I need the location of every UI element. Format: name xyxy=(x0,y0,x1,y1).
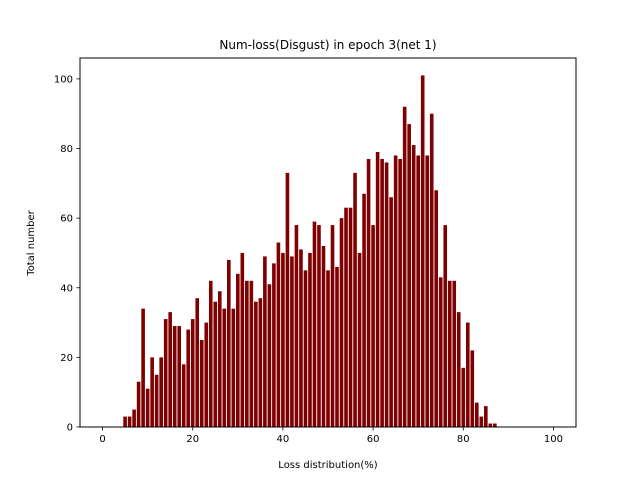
bar-79 xyxy=(457,312,461,427)
bar-52 xyxy=(335,267,339,427)
bar-59 xyxy=(367,159,371,427)
bar-14 xyxy=(164,319,168,427)
bar-5 xyxy=(123,417,127,427)
bar-36 xyxy=(263,256,267,427)
bar-13 xyxy=(159,357,163,427)
bar-73 xyxy=(430,114,434,427)
y-tick-label: 60 xyxy=(60,214,73,225)
bar-46 xyxy=(308,253,312,427)
bar-8 xyxy=(137,382,141,427)
bar-53 xyxy=(340,218,344,427)
bar-39 xyxy=(277,243,281,428)
bar-58 xyxy=(362,194,366,427)
bar-80 xyxy=(461,368,465,427)
bar-47 xyxy=(313,222,317,427)
bar-18 xyxy=(182,364,186,427)
bar-49 xyxy=(322,246,326,427)
bar-24 xyxy=(209,281,213,427)
bar-37 xyxy=(268,284,272,427)
bar-35 xyxy=(259,298,263,427)
bar-44 xyxy=(299,249,303,427)
bar-64 xyxy=(389,197,393,427)
bar-60 xyxy=(371,225,375,427)
bar-38 xyxy=(272,263,276,427)
bar-31 xyxy=(241,253,245,427)
bar-17 xyxy=(177,326,181,427)
bar-61 xyxy=(376,152,380,427)
bar-62 xyxy=(380,159,384,427)
y-tick-label: 100 xyxy=(54,74,73,85)
bar-7 xyxy=(132,410,136,427)
bar-27 xyxy=(222,309,226,427)
bar-28 xyxy=(227,260,231,427)
bar-51 xyxy=(331,225,335,427)
bar-41 xyxy=(286,173,290,427)
bar-29 xyxy=(232,309,236,427)
bar-6 xyxy=(128,417,132,427)
bar-26 xyxy=(218,291,222,427)
bar-71 xyxy=(421,75,425,427)
bar-22 xyxy=(200,340,204,427)
y-tick-label: 20 xyxy=(60,353,73,364)
bar-76 xyxy=(443,225,447,427)
bar-9 xyxy=(141,309,145,427)
bar-63 xyxy=(385,162,389,427)
x-tick-label: 20 xyxy=(186,434,199,445)
bar-77 xyxy=(448,281,452,427)
bar-32 xyxy=(245,281,249,427)
bar-45 xyxy=(304,270,308,427)
bar-75 xyxy=(439,277,443,427)
x-tick-label: 40 xyxy=(277,434,290,445)
bar-34 xyxy=(254,302,258,427)
bar-83 xyxy=(475,403,479,427)
bar-43 xyxy=(295,225,299,427)
x-tick-label: 100 xyxy=(544,434,563,445)
bar-56 xyxy=(353,173,357,427)
bar-48 xyxy=(317,225,321,427)
bar-12 xyxy=(155,375,159,427)
x-tick-label: 60 xyxy=(367,434,380,445)
y-tick-label: 40 xyxy=(60,283,73,294)
bar-40 xyxy=(281,253,285,427)
bar-84 xyxy=(480,417,484,427)
bar-82 xyxy=(470,350,474,427)
bar-54 xyxy=(344,208,348,427)
x-tick-label: 80 xyxy=(457,434,470,445)
bar-85 xyxy=(484,406,488,427)
bar-78 xyxy=(452,281,456,427)
bar-86 xyxy=(489,424,493,427)
bar-67 xyxy=(403,107,407,427)
bar-66 xyxy=(398,159,402,427)
bar-15 xyxy=(168,312,172,427)
y-tick-label: 80 xyxy=(60,144,73,155)
bar-65 xyxy=(394,155,398,427)
bar-19 xyxy=(186,330,190,427)
bar-81 xyxy=(466,323,470,427)
bar-50 xyxy=(326,270,330,427)
bar-21 xyxy=(195,298,199,427)
bar-23 xyxy=(204,323,208,427)
bar-70 xyxy=(416,155,420,427)
bar-10 xyxy=(146,389,150,427)
bar-20 xyxy=(191,319,195,427)
x-axis-label: Loss distribution(%) xyxy=(278,460,378,471)
bar-30 xyxy=(236,274,240,427)
bar-74 xyxy=(434,190,438,427)
bar-11 xyxy=(150,357,154,427)
bar-42 xyxy=(290,256,294,427)
bar-16 xyxy=(173,326,177,427)
bar-25 xyxy=(213,302,217,427)
bar-33 xyxy=(250,281,254,427)
bar-68 xyxy=(407,124,411,427)
bar-55 xyxy=(349,208,353,427)
y-tick-label: 0 xyxy=(67,423,73,434)
bar-72 xyxy=(425,155,429,427)
bar-57 xyxy=(358,253,362,427)
y-axis-label: Total number xyxy=(26,209,37,276)
bar-87 xyxy=(493,424,497,427)
bar-69 xyxy=(412,145,416,427)
chart-title: Num-loss(Disgust) in epoch 3(net 1) xyxy=(219,38,436,52)
x-tick-label: 0 xyxy=(99,434,105,445)
